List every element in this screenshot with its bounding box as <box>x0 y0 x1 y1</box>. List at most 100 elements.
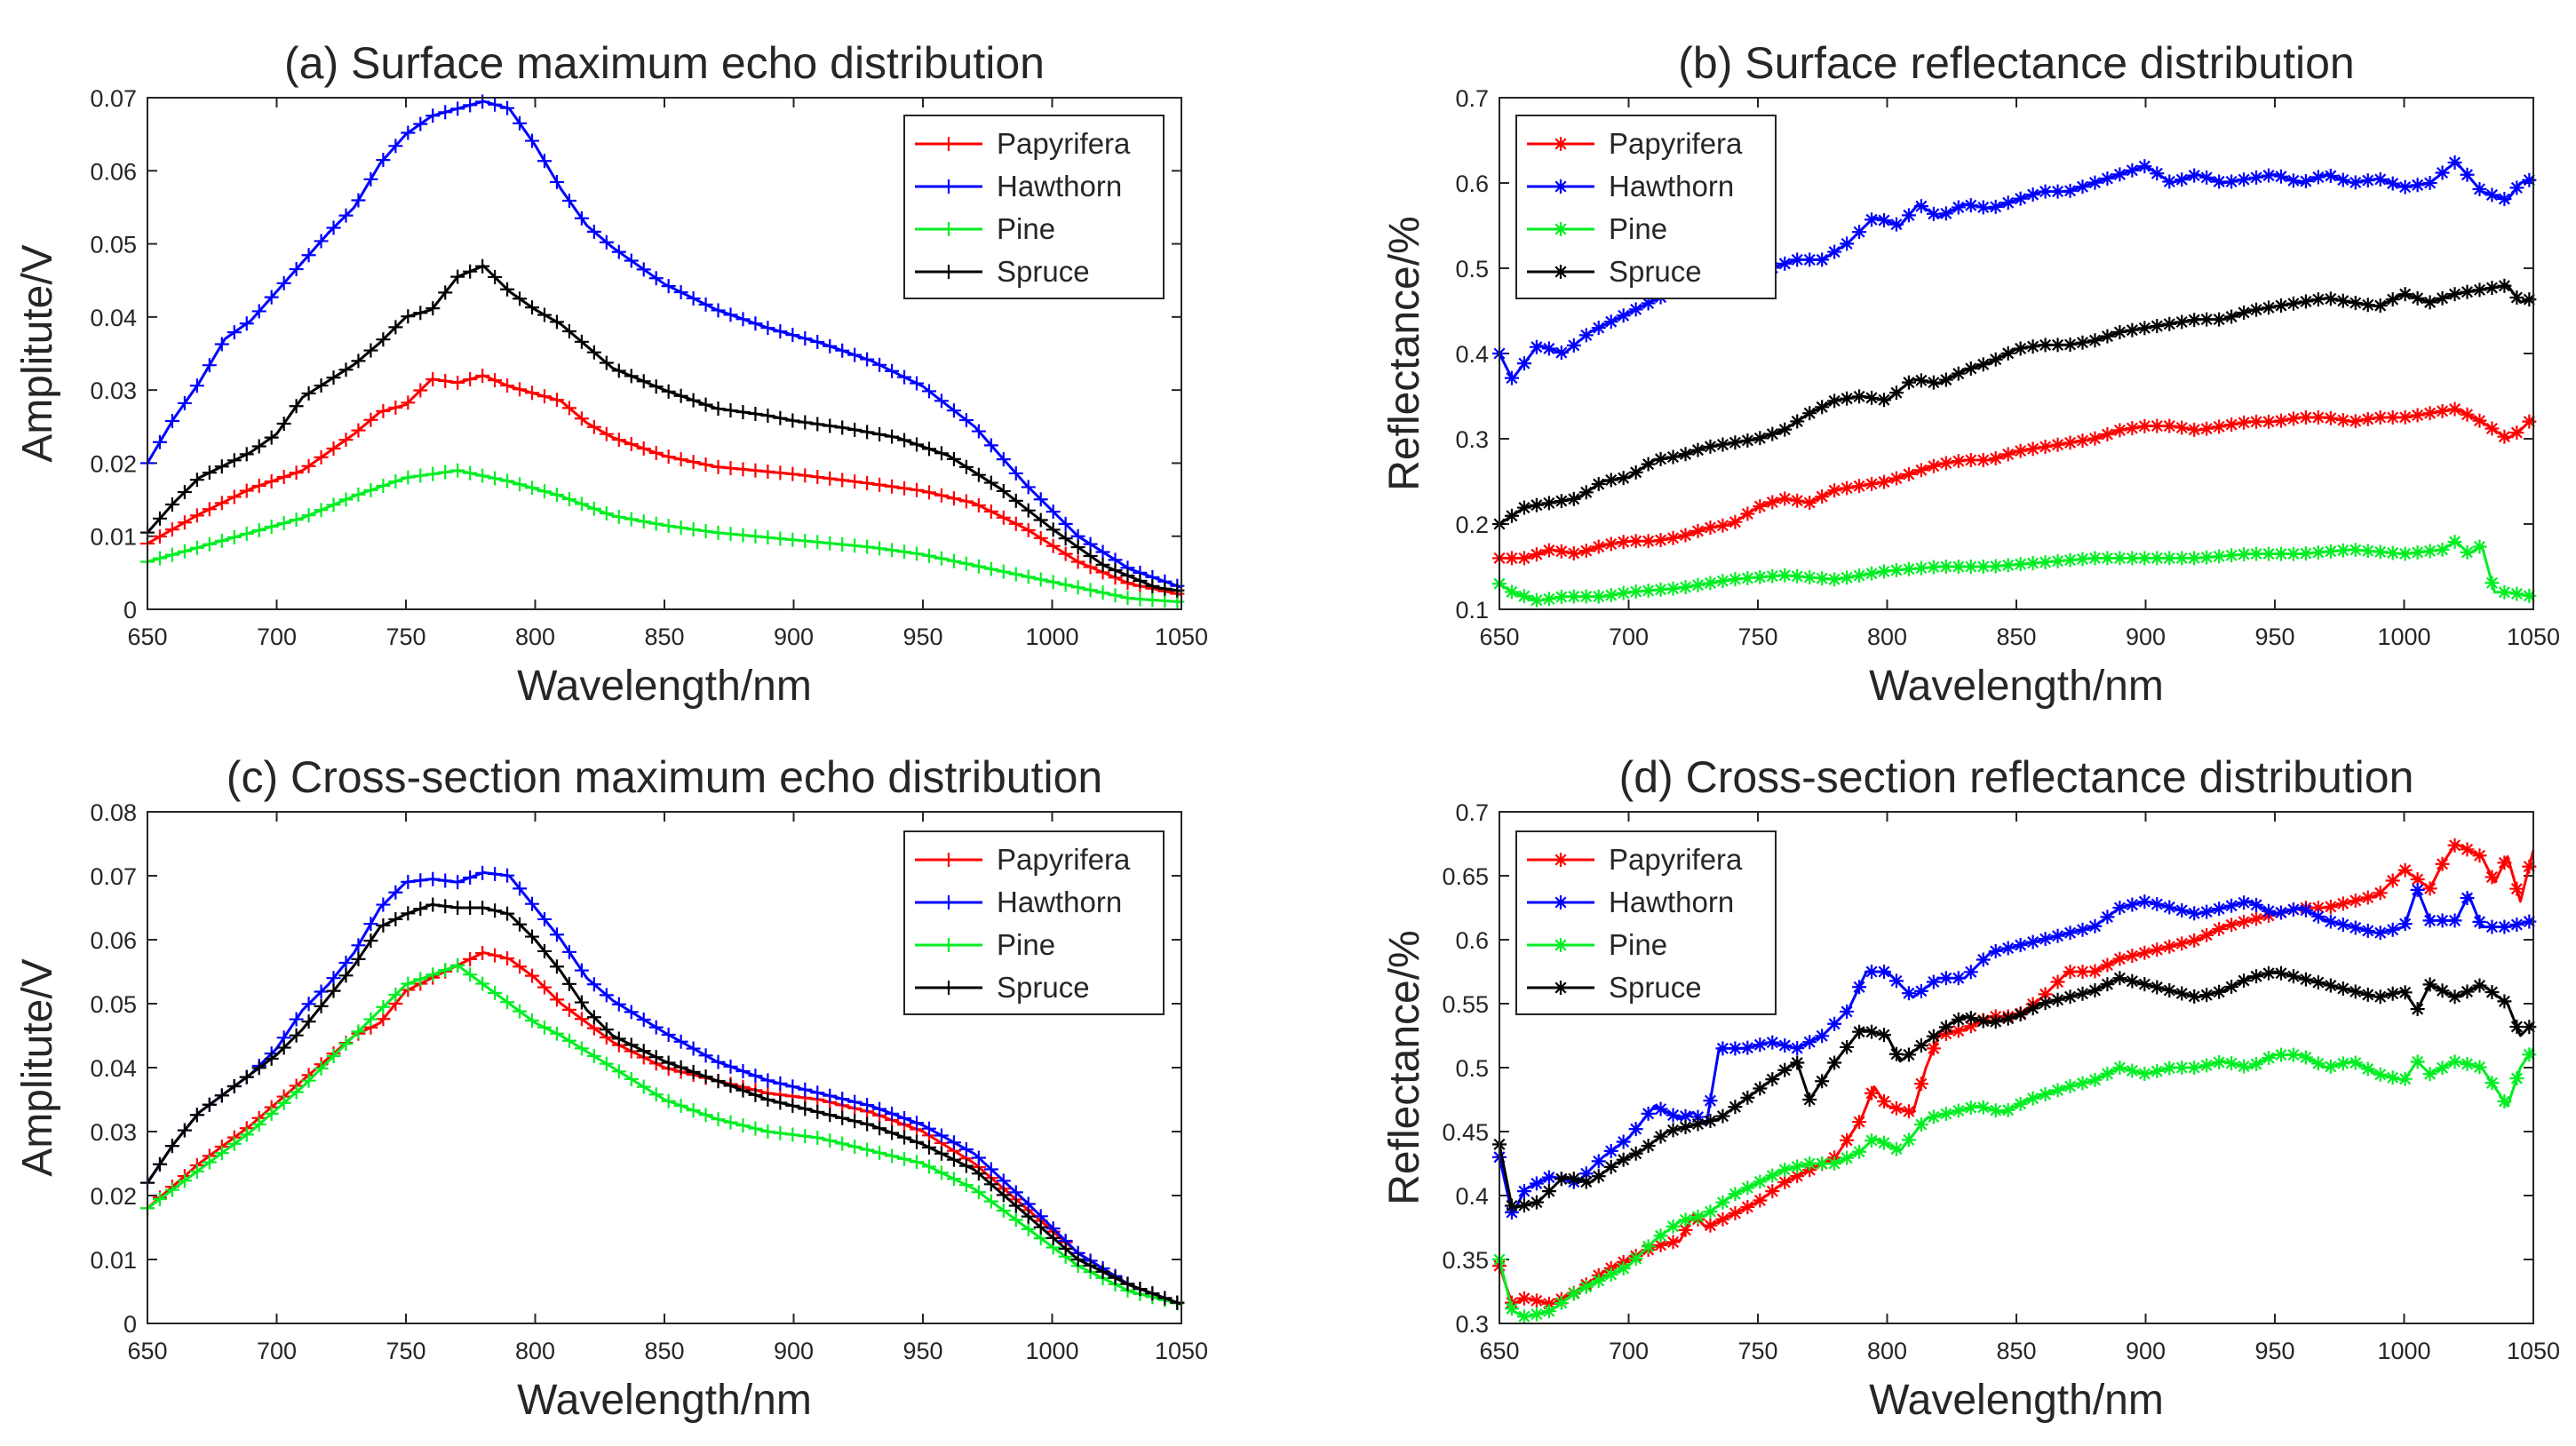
axes-box <box>147 97 1182 610</box>
data-point-pine <box>748 528 763 544</box>
data-point-papyrifera <box>934 488 949 503</box>
data-point-spruce <box>1591 1169 1606 1184</box>
data-point-pine <box>2013 1096 2028 1111</box>
data-point-spruce <box>735 404 751 419</box>
data-point-pine <box>488 985 503 1000</box>
data-point-pine <box>1591 589 1606 604</box>
data-point-papyrifera <box>164 522 179 537</box>
data-point-spruce <box>2422 977 2437 992</box>
data-point-hawthorn <box>958 1142 974 1157</box>
data-point-spruce <box>1901 1047 1916 1062</box>
data-point-spruce <box>1802 1092 1817 1107</box>
data-point-spruce <box>2237 973 2252 989</box>
chart-title: (b) Surface reflectance distribution <box>1678 38 2354 88</box>
data-point-papyrifera <box>2087 964 2103 979</box>
data-point-spruce <box>1641 1138 1656 1153</box>
legend-item-pine: Pine <box>915 928 1055 961</box>
data-point-hawthorn <box>599 988 614 1003</box>
data-point-spruce <box>1058 1241 1073 1256</box>
data-point-hawthorn <box>2460 891 2475 906</box>
data-point-hawthorn <box>227 325 242 340</box>
data-point-hawthorn <box>2310 170 2326 185</box>
data-point-spruce <box>2087 983 2103 998</box>
data-point-spruce <box>1653 1129 1668 1144</box>
data-point-papyrifera <box>2310 901 2326 915</box>
data-point-pine <box>164 547 179 562</box>
data-point-pine <box>1765 1168 1780 1183</box>
data-point-papyrifera <box>1641 534 1656 549</box>
data-point-spruce <box>996 483 1011 498</box>
data-point-spruce <box>2360 987 2375 1002</box>
x-tick-label: 750 <box>386 624 425 650</box>
data-point-papyrifera <box>363 412 378 427</box>
data-point-hawthorn <box>2447 155 2462 170</box>
data-point-pine <box>2212 1054 2227 1069</box>
data-point-spruce <box>1827 393 1842 409</box>
data-point-pine <box>2137 1066 2152 1081</box>
y-tick-label: 0.4 <box>1455 1183 1489 1210</box>
data-point-pine <box>1740 570 1755 585</box>
data-point-papyrifera <box>2286 411 2301 426</box>
data-point-pine <box>1913 1117 1928 1132</box>
data-point-pine <box>338 492 354 507</box>
data-point-pine <box>1157 593 1173 608</box>
data-point-pine <box>2335 1056 2350 1071</box>
data-point-pine <box>847 1139 863 1154</box>
data-point-spruce <box>1653 451 1668 466</box>
data-point-pine <box>189 1164 204 1179</box>
y-tick-label: 0.07 <box>90 863 137 890</box>
data-point-papyrifera <box>227 489 242 505</box>
y-tick-label: 0.7 <box>1455 85 1489 112</box>
data-point-pine <box>2273 546 2288 561</box>
data-point-hawthorn <box>810 1085 825 1100</box>
data-point-pine <box>513 1004 528 1019</box>
data-point-spruce <box>910 437 925 452</box>
data-point-papyrifera <box>2137 945 2152 960</box>
data-point-hawthorn <box>338 208 354 223</box>
data-point-hawthorn <box>586 224 601 239</box>
data-point-hawthorn <box>2373 171 2388 187</box>
data-point-pine <box>2199 550 2214 565</box>
data-point-pine <box>1753 569 1768 584</box>
data-point-spruce <box>2262 300 2277 315</box>
data-point-pine <box>897 1151 912 1166</box>
data-point-papyrifera <box>2298 410 2313 425</box>
data-point-hawthorn <box>351 938 366 953</box>
data-point-spruce <box>958 459 974 474</box>
data-point-papyrifera <box>2237 415 2252 430</box>
data-point-papyrifera <box>1690 523 1705 538</box>
x-tick-label: 700 <box>257 1338 297 1364</box>
data-point-hawthorn <box>885 363 900 378</box>
data-point-hawthorn <box>2360 923 2375 938</box>
data-point-spruce <box>1046 522 1061 537</box>
data-point-pine <box>1021 1221 1036 1236</box>
data-point-papyrifera <box>2212 419 2227 434</box>
data-point-hawthorn <box>2509 918 2524 933</box>
data-point-papyrifera <box>847 474 863 489</box>
data-point-hawthorn <box>2422 913 2437 928</box>
data-point-pine <box>2224 1056 2239 1071</box>
data-point-papyrifera <box>785 466 800 481</box>
data-point-papyrifera <box>2038 440 2053 455</box>
data-point-papyrifera <box>723 461 738 476</box>
data-point-pine <box>2460 1056 2475 1071</box>
data-point-spruce <box>2174 986 2190 1001</box>
data-point-pine <box>2472 1060 2487 1075</box>
data-point-hawthorn <box>513 115 528 131</box>
data-point-pine <box>1765 568 1780 584</box>
data-point-hawthorn <box>438 873 453 888</box>
data-point-papyrifera <box>835 473 850 488</box>
data-point-spruce <box>2125 322 2140 338</box>
data-point-papyrifera <box>2323 410 2338 425</box>
data-point-spruce <box>1765 426 1780 441</box>
data-point-spruce <box>1578 485 1594 500</box>
data-point-hawthorn <box>910 1116 925 1131</box>
data-point-hawthorn <box>760 1073 775 1088</box>
data-point-papyrifera <box>401 395 416 410</box>
data-point-papyrifera <box>1840 481 1855 496</box>
data-point-pine <box>921 1159 936 1174</box>
data-point-hawthorn <box>2472 181 2487 196</box>
data-point-hawthorn <box>1021 480 1036 495</box>
y-tick-label: 0.03 <box>90 1119 137 1146</box>
data-point-spruce <box>785 1098 800 1113</box>
